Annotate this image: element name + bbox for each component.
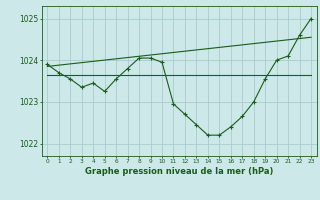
- X-axis label: Graphe pression niveau de la mer (hPa): Graphe pression niveau de la mer (hPa): [85, 167, 273, 176]
